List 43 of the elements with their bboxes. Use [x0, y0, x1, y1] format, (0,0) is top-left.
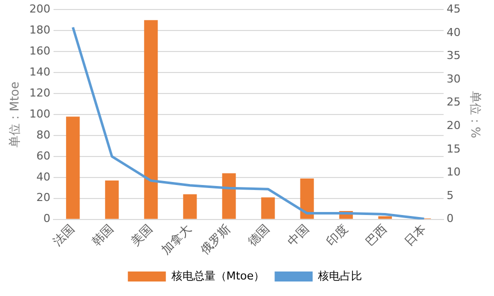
y2-tick-label: 35 [446, 49, 461, 62]
x-tick-label: 巴西 [362, 222, 390, 249]
y-tick-label: 140 [29, 65, 50, 78]
bar [300, 178, 314, 219]
y2-tick-label: 45 [446, 2, 461, 16]
y2-tick-label: 25 [446, 96, 461, 109]
y-tick-label: 120 [29, 86, 50, 100]
y-tick-label: 180 [29, 23, 50, 36]
y-tick-label: 0 [43, 212, 50, 226]
y2-tick-label: 15 [446, 142, 461, 156]
bar [66, 116, 80, 219]
x-tick-label: 美国 [128, 222, 156, 249]
y-tick-label: 100 [29, 107, 50, 120]
y2-tick-label: 5 [446, 188, 454, 202]
y-tick-label: 40 [36, 170, 50, 184]
y2-tick-label: 40 [446, 26, 461, 39]
y2-tick-label: 0 [446, 212, 454, 226]
legend-label: 核电总量（Mtoe） [170, 269, 265, 282]
y2-tick-label: 20 [446, 118, 461, 132]
y2-tick-label: 30 [446, 72, 461, 86]
bar [105, 180, 119, 219]
bar [144, 20, 158, 219]
x-tick-label: 法国 [50, 222, 78, 249]
x-tick-label: 印度 [324, 222, 350, 249]
legend-label: 核电占比 [317, 269, 362, 282]
x-tick-label: 韩国 [89, 222, 116, 249]
y2-axis-title: 单位：% [468, 90, 483, 138]
y-axis-title: 单位：Mtoe [7, 82, 22, 148]
y-tick-label: 60 [36, 149, 50, 162]
y-tick-label: 160 [29, 44, 50, 58]
y-tick-label: 200 [29, 2, 50, 16]
bar [378, 216, 392, 219]
x-tick-label: 加拿大 [158, 222, 194, 258]
bar [222, 173, 236, 219]
y-tick-label: 80 [36, 128, 50, 142]
bar [261, 197, 275, 219]
x-tick-label: 俄罗斯 [198, 222, 234, 258]
x-tick-label: 中国 [284, 222, 312, 249]
x-tick-label: 日本 [402, 222, 428, 249]
bar [183, 194, 197, 219]
y-tick-label: 20 [36, 191, 50, 204]
x-tick-label: 德国 [245, 222, 272, 249]
y2-tick-label: 10 [446, 166, 461, 179]
